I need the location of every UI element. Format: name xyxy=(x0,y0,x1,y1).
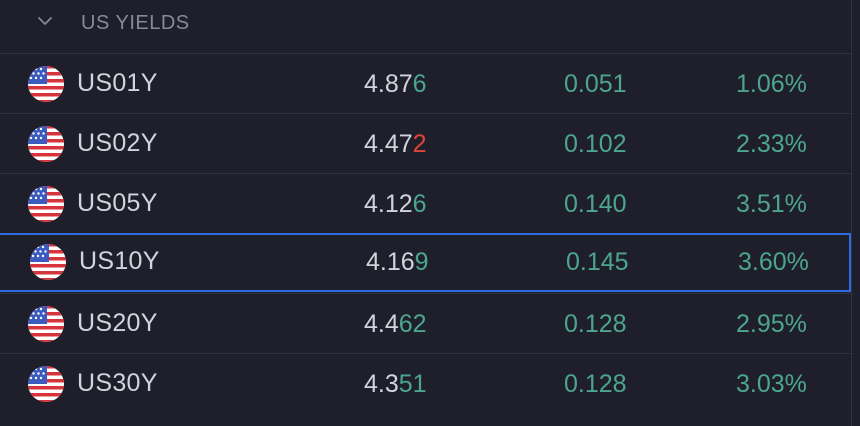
symbol-label: US02Y xyxy=(77,129,158,157)
last-tail: 6 xyxy=(412,190,427,218)
section-title: US YIELDS xyxy=(81,12,190,34)
watchlist-row-us30y[interactable]: US30Y 4.351 0.128 3.03% xyxy=(0,353,851,413)
change-value: 0.145 xyxy=(566,248,629,276)
last-value: 4.472 xyxy=(364,130,427,159)
change-value: 0.128 xyxy=(564,370,627,398)
last-tail: 6 xyxy=(412,70,427,98)
section-header-us-yields[interactable]: US YIELDS xyxy=(0,0,860,50)
last-value: 4.876 xyxy=(364,70,427,99)
chevron-down-icon[interactable] xyxy=(36,14,54,28)
last-base: 4.47 xyxy=(364,130,413,158)
us-flag-icon xyxy=(28,66,64,102)
change-value: 0.102 xyxy=(564,130,627,158)
last-tail: 2 xyxy=(412,130,427,158)
watchlist-row-us02y[interactable]: US02Y 4.472 0.102 2.33% xyxy=(0,113,851,173)
last-tail: 51 xyxy=(398,370,427,398)
symbol-label: US01Y xyxy=(77,69,158,97)
change-percent: 2.33% xyxy=(736,130,807,158)
symbol-label: US10Y xyxy=(79,247,160,275)
change-percent: 3.03% xyxy=(736,370,807,398)
change-percent: 3.60% xyxy=(738,248,809,276)
watchlist-row-us10y[interactable]: US10Y 4.169 0.145 3.60% xyxy=(0,233,851,292)
symbol-label: US20Y xyxy=(77,309,158,337)
last-base: 4.16 xyxy=(366,248,415,276)
last-base: 4.12 xyxy=(364,190,413,218)
change-percent: 3.51% xyxy=(736,190,807,218)
watchlist-row-us05y[interactable]: US05Y 4.126 0.140 3.51% xyxy=(0,173,851,233)
last-value: 4.462 xyxy=(364,310,427,339)
last-base: 4.4 xyxy=(364,310,399,338)
change-percent: 2.95% xyxy=(736,310,807,338)
last-tail: 9 xyxy=(414,248,429,276)
change-percent: 1.06% xyxy=(736,70,807,98)
last-tail: 62 xyxy=(398,310,427,338)
us-flag-icon xyxy=(28,306,64,342)
change-value: 0.128 xyxy=(564,310,627,338)
last-base: 4.87 xyxy=(364,70,413,98)
us-flag-icon xyxy=(28,186,64,222)
us-flag-icon xyxy=(28,126,64,162)
last-value: 4.126 xyxy=(364,190,427,219)
watchlist-row-us20y[interactable]: US20Y 4.462 0.128 2.95% xyxy=(0,293,851,353)
last-value: 4.169 xyxy=(366,248,429,277)
symbol-label: US05Y xyxy=(77,189,158,217)
us-flag-icon xyxy=(28,366,64,402)
watchlist-row-us01y[interactable]: US01Y 4.876 0.051 1.06% xyxy=(0,53,851,113)
last-base: 4.3 xyxy=(364,370,399,398)
change-value: 0.140 xyxy=(564,190,627,218)
us-flag-icon xyxy=(30,244,66,280)
last-value: 4.351 xyxy=(364,370,427,399)
symbol-label: US30Y xyxy=(77,369,158,397)
panel-divider xyxy=(851,0,852,426)
change-value: 0.051 xyxy=(564,70,627,98)
